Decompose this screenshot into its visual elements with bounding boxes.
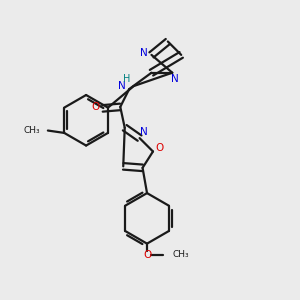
Text: CH₃: CH₃ [24,126,40,135]
Text: N: N [118,81,126,91]
Text: O: O [155,143,164,153]
Text: N: N [171,74,178,84]
Text: CH₃: CH₃ [172,250,189,259]
Text: N: N [140,127,148,136]
Text: O: O [92,102,100,112]
Text: H: H [122,74,130,84]
Text: N: N [140,48,148,59]
Text: O: O [143,250,151,260]
